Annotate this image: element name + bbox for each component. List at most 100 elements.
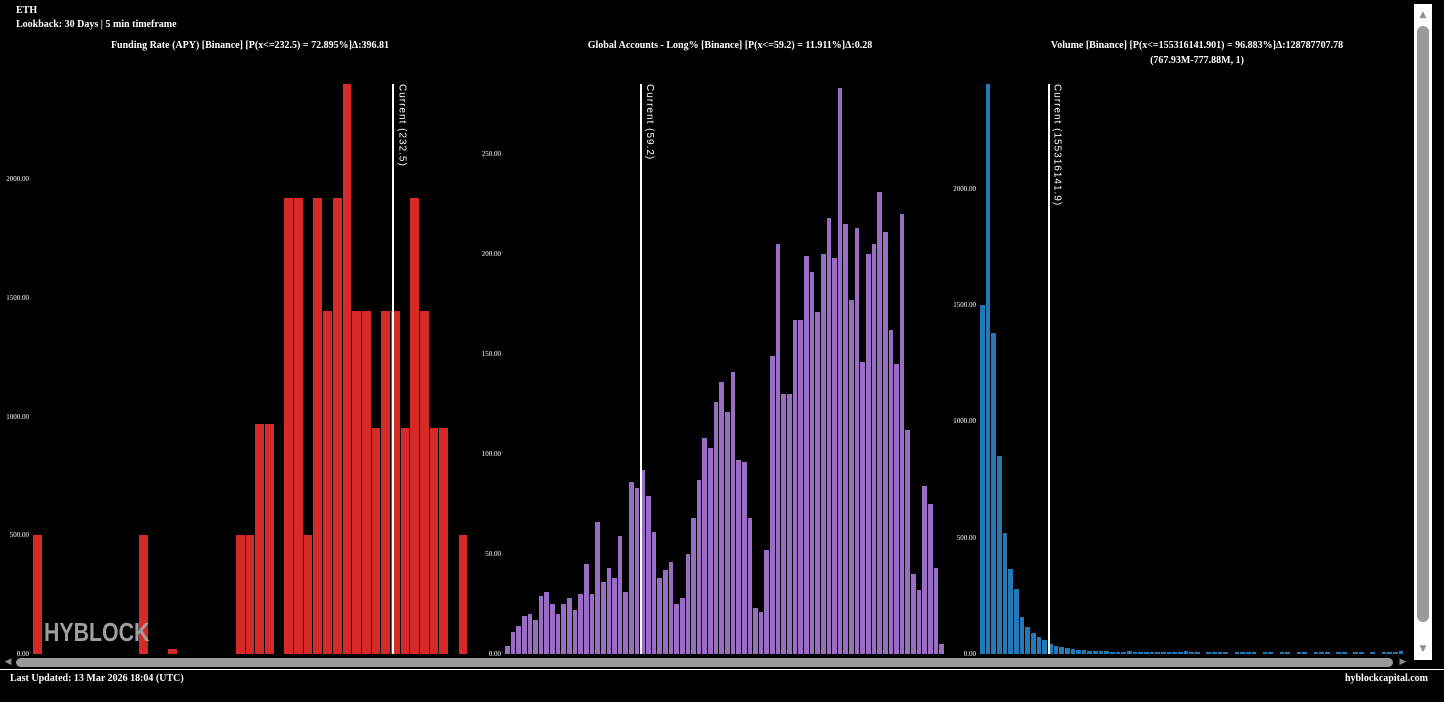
histogram-bar: [1262, 652, 1268, 654]
y-axis-tick-label: 1000.00: [953, 417, 976, 426]
histogram-bar: [505, 646, 510, 654]
vertical-scrollbar-thumb[interactable]: [1417, 26, 1429, 622]
histogram-bar: [410, 198, 419, 654]
current-line: Current (59.2): [640, 84, 655, 654]
histogram-bar: [439, 428, 448, 654]
histogram-bar: [265, 424, 274, 654]
histogram-bar: [685, 554, 691, 654]
histogram-bar: [294, 198, 303, 654]
y-axis-tick-label: 0.00: [963, 650, 976, 658]
histogram-bar: [623, 592, 629, 654]
histogram-bar: [1076, 650, 1081, 654]
histogram-bar: [668, 562, 674, 654]
histogram-bar: [1132, 652, 1138, 654]
histogram-bar: [1053, 646, 1059, 654]
y-axis-tick-label: 2000.00: [953, 184, 976, 193]
histogram-bar: [1319, 652, 1325, 654]
histogram-bar: [1008, 569, 1013, 654]
histogram-bar: [651, 532, 657, 654]
histogram-bar: [567, 598, 572, 654]
histogram-bar: [832, 258, 837, 654]
y-axis-tick-label: 200.00: [481, 250, 501, 258]
histogram-bar: [1098, 651, 1104, 654]
current-line: Current (155316141.9): [1047, 84, 1063, 654]
histogram-bar: [905, 430, 911, 654]
histogram-bar: [1047, 644, 1053, 654]
scroll-down-icon[interactable]: ▼: [1419, 644, 1427, 654]
histogram-bar: [798, 320, 803, 654]
histogram-bar: [708, 448, 713, 654]
histogram-bar: [1268, 652, 1274, 654]
scroll-up-icon[interactable]: ▲: [1419, 10, 1427, 20]
histogram-bar: [1217, 652, 1223, 654]
histogram-bar: [600, 582, 606, 654]
vertical-scrollbar[interactable]: ▲ ▼: [1414, 4, 1432, 660]
histogram-bar: [815, 312, 820, 654]
histogram-bar: [1313, 652, 1319, 654]
histogram-bar: [854, 228, 860, 654]
histogram-bar: [381, 311, 390, 654]
histogram-bar: [837, 88, 843, 654]
histogram-bar: [1342, 652, 1347, 654]
histogram-bar: [787, 394, 792, 654]
histogram-bar: [1110, 652, 1115, 654]
scroll-left-icon[interactable]: ◀: [4, 657, 12, 667]
histogram-bar: [458, 535, 468, 654]
histogram-bar: [899, 214, 905, 654]
chart1-title: Funding Rate (APY) [Binance] [P(x<=232.5…: [110, 40, 390, 51]
histogram-bar: [1398, 651, 1404, 654]
histogram-bar: [980, 305, 985, 654]
histogram-bar: [1387, 652, 1392, 654]
histogram-bar: [866, 254, 871, 654]
histogram-bar: [236, 535, 245, 654]
histogram-bar: [803, 256, 809, 654]
current-line-label: Current (232.5): [396, 84, 408, 167]
histogram-bar: [1353, 652, 1358, 654]
histogram-bar: [911, 574, 916, 654]
horizontal-scrollbar-thumb[interactable]: [16, 657, 1393, 667]
histogram-bar: [516, 626, 521, 654]
histogram-bar: [1138, 652, 1144, 654]
histogram-bars: [980, 84, 1414, 654]
histogram-bar: [419, 311, 429, 654]
histogram-bar: [510, 632, 516, 654]
y-axis-tick-label: 500.00: [9, 531, 29, 540]
histogram-bar: [634, 488, 640, 654]
histogram-bar: [674, 604, 679, 654]
y-axis-tick-label: 1000.00: [6, 412, 29, 421]
histogram-bar: [713, 402, 719, 654]
histogram-bar: [691, 518, 696, 654]
histogram-bar: [390, 311, 400, 654]
histogram-bar: [1296, 652, 1302, 654]
histogram-bar: [371, 428, 381, 654]
histogram-bar: [730, 372, 736, 654]
histogram-bar: [928, 504, 933, 654]
current-line-label: Current (59.2): [644, 84, 655, 161]
histogram-bar: [1189, 652, 1194, 654]
histogram-bar: [894, 364, 899, 654]
histogram-bar: [747, 518, 753, 654]
histogram-bar: [991, 333, 996, 654]
histogram-bar: [996, 456, 1002, 654]
y-axis-tick-label: 2000.00: [6, 175, 29, 183]
histogram-bar: [860, 362, 865, 654]
y-axis-tick-label: 50.00: [485, 550, 501, 558]
histogram-bar: [719, 382, 724, 654]
histogram-bar: [1325, 652, 1330, 654]
histogram-bar: [1002, 533, 1008, 654]
funding-rate-histogram: Current (232.5) 0.00 500.00 1000.00 1500.00…: [6, 84, 468, 658]
histogram-bar: [538, 596, 544, 654]
chart3-title: Volume [Binance] [P(x<=155316141.901) = …: [1050, 40, 1344, 51]
histogram-bar: [352, 311, 361, 654]
histogram-bar: [724, 412, 730, 654]
horizontal-scrollbar[interactable]: ◀ ▶: [0, 656, 1412, 668]
histogram-bar: [1149, 652, 1155, 654]
scroll-right-icon[interactable]: ▶: [1399, 657, 1407, 667]
histogram-bars: [505, 84, 955, 654]
histogram-bar: [1013, 589, 1019, 654]
histogram-bar: [245, 535, 255, 654]
header: ETH Lookback: 30 Days | 5 min timeframe: [16, 5, 177, 30]
histogram-bar: [775, 244, 781, 654]
histogram-bar: [521, 616, 527, 654]
